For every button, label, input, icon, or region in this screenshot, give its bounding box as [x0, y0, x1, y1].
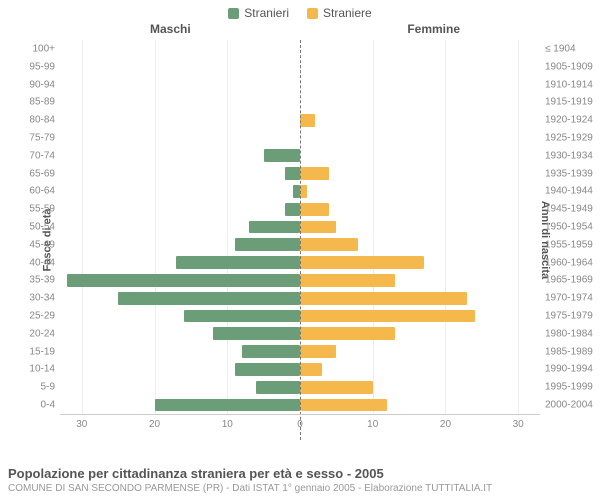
- bar-male: [293, 185, 300, 198]
- bar-male: [249, 221, 300, 234]
- age-label: 15-19: [29, 346, 60, 357]
- bar-male: [184, 310, 300, 323]
- bar-male: [118, 292, 300, 305]
- bar-male: [264, 149, 300, 162]
- bar-male: [235, 238, 300, 251]
- birth-year-label: 1960-1964: [540, 257, 593, 268]
- bar-male: [176, 256, 300, 269]
- birth-year-label: ≤ 1904: [540, 43, 576, 54]
- bar-female: [300, 381, 373, 394]
- bar-male: [285, 203, 300, 216]
- legend-item-male: Stranieri: [228, 6, 289, 20]
- x-tick: 20: [149, 419, 160, 430]
- birth-year-label: 1985-1989: [540, 346, 593, 357]
- birth-year-label: 1980-1984: [540, 328, 593, 339]
- bar-female: [300, 310, 475, 323]
- bar-male: [155, 399, 300, 412]
- x-tick: 10: [367, 419, 378, 430]
- birth-year-label: 1905-1909: [540, 61, 593, 72]
- age-label: 90-94: [29, 79, 60, 90]
- center-axis: [300, 40, 301, 440]
- age-label: 100+: [32, 43, 60, 54]
- bar-female: [300, 114, 315, 127]
- birth-year-label: 1915-1919: [540, 97, 593, 108]
- age-label: 30-34: [29, 293, 60, 304]
- birth-year-label: 1970-1974: [540, 293, 593, 304]
- bar-male: [285, 167, 300, 180]
- age-label: 55-59: [29, 204, 60, 215]
- bar-male: [242, 345, 300, 358]
- age-label: 5-9: [41, 382, 60, 393]
- bar-female: [300, 274, 395, 287]
- x-axis: 30 20 10 0 10 20 30: [60, 414, 540, 440]
- age-label: 60-64: [29, 186, 60, 197]
- gender-headers: Maschi Femmine: [0, 22, 600, 40]
- legend: Stranieri Straniere: [0, 0, 600, 22]
- bar-female: [300, 327, 395, 340]
- birth-year-label: 1945-1949: [540, 204, 593, 215]
- age-label: 85-89: [29, 97, 60, 108]
- birth-year-label: 1925-1929: [540, 132, 593, 143]
- pyramid-chart: Fasce di età Anni di nascita 100+≤ 19049…: [60, 40, 540, 440]
- birth-year-label: 1955-1959: [540, 239, 593, 250]
- age-label: 80-84: [29, 115, 60, 126]
- bar-female: [300, 221, 336, 234]
- age-label: 10-14: [29, 364, 60, 375]
- bar-female: [300, 185, 307, 198]
- x-tick: 30: [76, 419, 87, 430]
- chart-title: Popolazione per cittadinanza straniera p…: [8, 466, 592, 481]
- bar-male: [67, 274, 300, 287]
- age-label: 70-74: [29, 150, 60, 161]
- legend-swatch-male: [228, 8, 239, 19]
- bar-female: [300, 399, 387, 412]
- chart-subtitle: COMUNE DI SAN SECONDO PARMENSE (PR) - Da…: [8, 483, 592, 494]
- bar-female: [300, 345, 336, 358]
- age-label: 25-29: [29, 311, 60, 322]
- header-male: Maschi: [150, 22, 191, 36]
- age-label: 45-49: [29, 239, 60, 250]
- bar-female: [300, 203, 329, 216]
- birth-year-label: 1975-1979: [540, 311, 593, 322]
- x-tick: 20: [440, 419, 451, 430]
- bar-female: [300, 238, 358, 251]
- age-label: 20-24: [29, 328, 60, 339]
- age-label: 95-99: [29, 61, 60, 72]
- age-label: 75-79: [29, 132, 60, 143]
- birth-year-label: 1990-1994: [540, 364, 593, 375]
- birth-year-label: 1950-1954: [540, 221, 593, 232]
- header-female: Femmine: [407, 22, 460, 36]
- age-label: 65-69: [29, 168, 60, 179]
- birth-year-label: 1935-1939: [540, 168, 593, 179]
- bar-female: [300, 167, 329, 180]
- birth-year-label: 1965-1969: [540, 275, 593, 286]
- age-label: 40-44: [29, 257, 60, 268]
- bar-female: [300, 363, 322, 376]
- age-label: 0-4: [41, 400, 60, 411]
- x-tick: 10: [222, 419, 233, 430]
- birth-year-label: 1920-1924: [540, 115, 593, 126]
- birth-year-label: 1910-1914: [540, 79, 593, 90]
- bar-male: [235, 363, 300, 376]
- bar-male: [213, 327, 300, 340]
- x-tick: 30: [513, 419, 524, 430]
- legend-swatch-female: [307, 8, 318, 19]
- bar-female: [300, 292, 467, 305]
- bar-female: [300, 256, 424, 269]
- age-label: 35-39: [29, 275, 60, 286]
- birth-year-label: 1995-1999: [540, 382, 593, 393]
- birth-year-label: 1930-1934: [540, 150, 593, 161]
- birth-year-label: 2000-2004: [540, 400, 593, 411]
- title-block: Popolazione per cittadinanza straniera p…: [8, 466, 592, 494]
- legend-label-female: Straniere: [323, 6, 372, 20]
- bar-male: [256, 381, 300, 394]
- birth-year-label: 1940-1944: [540, 186, 593, 197]
- age-label: 50-54: [29, 221, 60, 232]
- legend-label-male: Stranieri: [244, 6, 289, 20]
- legend-item-female: Straniere: [307, 6, 372, 20]
- x-tick: 0: [297, 419, 303, 430]
